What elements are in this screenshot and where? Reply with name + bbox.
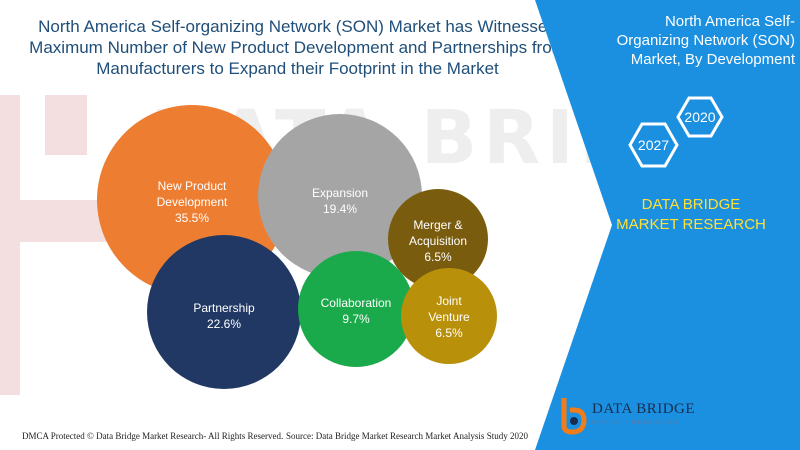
bubble-collaboration-circle: [298, 251, 414, 367]
footer-copyright: DMCA Protected © Data Bridge Market Rese…: [22, 431, 284, 441]
bubble-partnership-label: Partnership: [193, 301, 255, 315]
bubble-merger-acquisition-line1: Merger &: [413, 218, 462, 232]
data-bridge-logo-icon: [561, 398, 587, 435]
logo-name: DATA BRIDGE: [592, 401, 696, 417]
bubble-joint-venture: Joint Venture 6.5%: [401, 268, 497, 364]
hexagon-2027-icon: [628, 122, 679, 168]
bubble-expansion-circle: [258, 114, 422, 278]
page-title: North America Self-organizing Network (S…: [29, 17, 566, 78]
bubble-collaboration-value: 9.7%: [342, 312, 370, 326]
hexagon-2020-icon: [676, 96, 724, 138]
watermark-bar-1: [0, 95, 20, 395]
bubble-chart: New Product Development 35.5% Expansion …: [97, 105, 497, 389]
bubble-joint-venture-line2: Venture: [428, 310, 470, 324]
bubble-new-product-development-line2: Development: [157, 195, 228, 209]
side-panel-title: North America Self-Organizing Network (S…: [616, 13, 795, 68]
research-label: DATA BRIDGE MARKET RESEARCH: [616, 196, 766, 233]
year-end-label: 2027: [638, 137, 669, 153]
logo-mark-orange: [561, 398, 587, 435]
bubble-partnership-value: 22.6%: [207, 317, 241, 331]
bubble-joint-venture-line1: Joint: [436, 294, 462, 308]
footer-source: Source: Data Bridge Market Research Mark…: [286, 431, 528, 441]
bubble-merger-acquisition-line2: Acquisition: [409, 234, 467, 248]
logo-mark-dot: [570, 417, 578, 425]
bubble-new-product-development-line1: New Product: [158, 179, 227, 193]
year-start-label: 2020: [684, 109, 715, 125]
bubble-joint-venture-circle: [401, 268, 497, 364]
bubble-merger-acquisition-circle: [388, 189, 488, 289]
bubble-partnership: Partnership 22.6%: [147, 235, 301, 389]
bubble-expansion-label: Expansion: [312, 186, 368, 200]
logo-tagline: MARKET RESEARCH: [592, 420, 680, 426]
bubble-collaboration-label: Collaboration: [321, 296, 392, 310]
bubble-expansion: Expansion 19.4%: [258, 114, 422, 278]
bubble-collaboration: Collaboration 9.7%: [298, 251, 414, 367]
bubble-merger-acquisition: Merger & Acquisition 6.5%: [388, 189, 488, 289]
bubble-joint-venture-value: 6.5%: [435, 326, 463, 340]
year-hexagons: 2027 2020: [628, 96, 724, 168]
watermark-bar-2: [45, 95, 87, 155]
bubble-merger-acquisition-value: 6.5%: [424, 250, 452, 264]
bubble-partnership-circle: [147, 235, 301, 389]
side-panel-shape: [535, 0, 800, 450]
bubble-new-product-development-value: 35.5%: [175, 211, 209, 225]
bubble-expansion-value: 19.4%: [323, 202, 357, 216]
